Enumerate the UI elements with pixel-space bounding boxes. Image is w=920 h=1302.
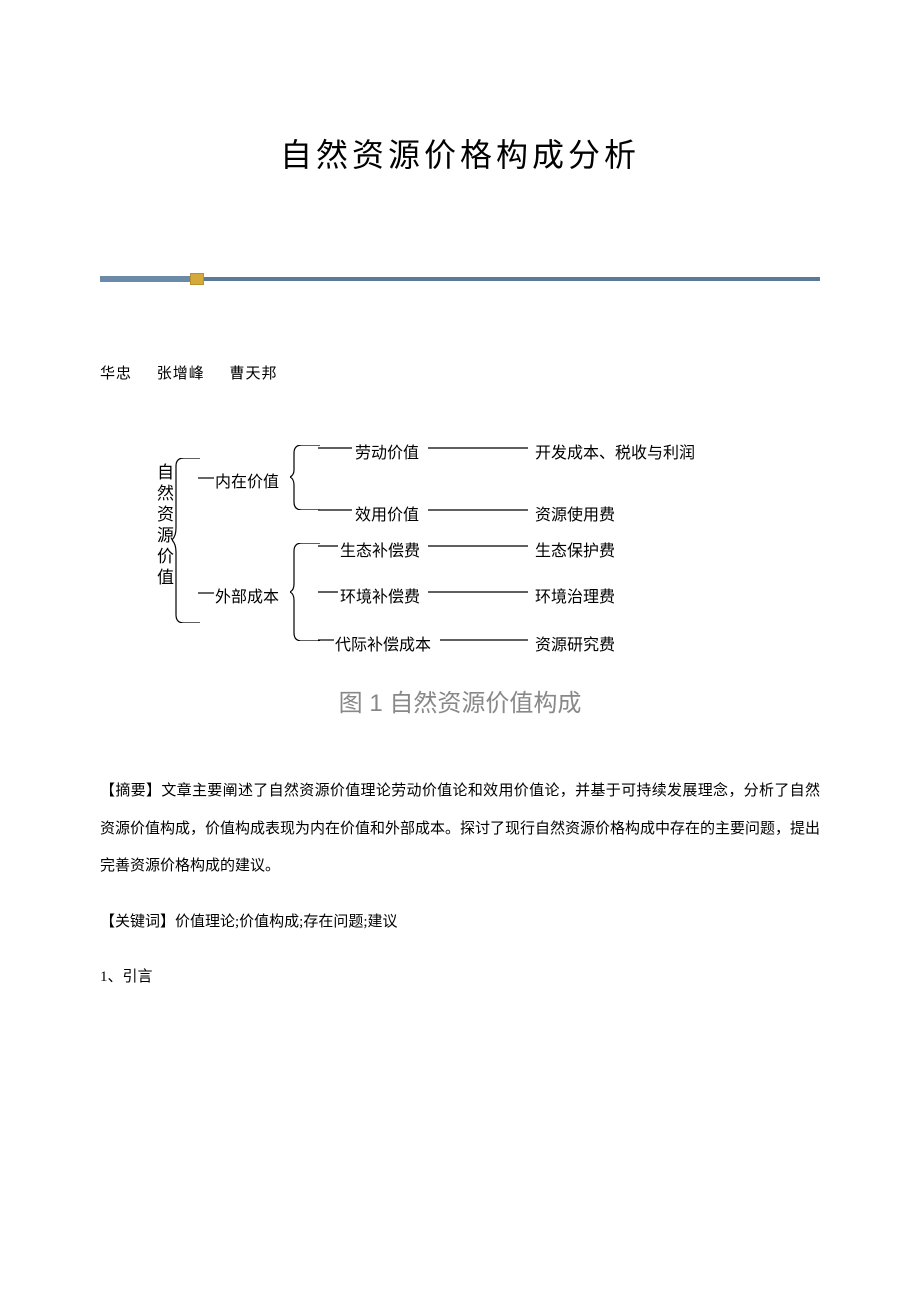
level2-a2: 效用价值 — [355, 501, 419, 525]
author-3: 曹天邦 — [230, 366, 278, 382]
bracket-l1a — [290, 445, 320, 510]
author-2: 张增峰 — [157, 366, 205, 382]
line-b2 — [428, 591, 528, 593]
conn-root-a — [198, 477, 214, 479]
bracket-l1b — [290, 543, 320, 641]
line-a1 — [428, 447, 528, 449]
level1-b: 外部成本 — [215, 583, 279, 607]
divider-line — [100, 277, 820, 281]
level3-a1r: 开发成本、税收与利润 — [535, 439, 695, 463]
keywords-paragraph: 【关键词】价值理论;价值构成;存在问题;建议 — [100, 904, 820, 942]
level3-a2r: 资源使用费 — [535, 501, 615, 525]
keywords-label: 【关键词】 — [100, 914, 175, 930]
conn-l2-a1 — [318, 447, 352, 449]
divider-left-segment — [100, 276, 190, 282]
author-1: 华忠 — [100, 366, 132, 382]
abstract-label: 【摘要】 — [100, 783, 161, 799]
divider — [100, 276, 820, 282]
section-1-heading: 1、引言 — [100, 959, 820, 997]
line-b1 — [428, 545, 528, 547]
line-b3 — [440, 639, 528, 641]
conn-l2-b1 — [318, 545, 338, 547]
level2-b1: 生态补偿费 — [340, 537, 420, 561]
level2-b2: 环境补偿费 — [340, 583, 420, 607]
authors: 华忠 张增峰 曹天邦 — [100, 362, 820, 383]
conn-l2-a2 — [318, 509, 352, 511]
divider-badge-icon — [190, 273, 204, 285]
level3-b1r: 生态保护费 — [535, 537, 615, 561]
line-a2 — [428, 509, 528, 511]
conn-l2-b2 — [318, 591, 338, 593]
level1-a: 内在价值 — [215, 468, 279, 492]
abstract-paragraph: 【摘要】文章主要阐述了自然资源价值理论劳动价值论和效用价值论，并基于可持续发展理… — [100, 773, 820, 886]
figure-caption: 图 1 自然资源价值构成 — [100, 683, 820, 718]
tree-diagram: 自然资源价值 内在价值 外部成本 劳动价值 效用价值 生态补偿费 环境补偿费 代… — [140, 433, 780, 663]
level3-b2r: 环境治理费 — [535, 583, 615, 607]
level2-a1: 劳动价值 — [355, 439, 419, 463]
keywords-text: 价值理论;价值构成;存在问题;建议 — [175, 914, 398, 930]
conn-l2-b3 — [318, 639, 334, 641]
document-page: 自然资源价格构成分析 华忠 张增峰 曹天邦 自然资源价值 内在价值 外部成本 劳… — [0, 0, 920, 1037]
bracket-root — [172, 458, 200, 623]
level3-b3r: 资源研究费 — [535, 631, 615, 655]
conn-root-b — [198, 592, 214, 594]
page-title: 自然资源价格构成分析 — [100, 130, 820, 176]
level2-b3: 代际补偿成本 — [335, 631, 431, 655]
abstract-text: 文章主要阐述了自然资源价值理论劳动价值论和效用价值论，并基于可持续发展理念，分析… — [100, 783, 820, 874]
